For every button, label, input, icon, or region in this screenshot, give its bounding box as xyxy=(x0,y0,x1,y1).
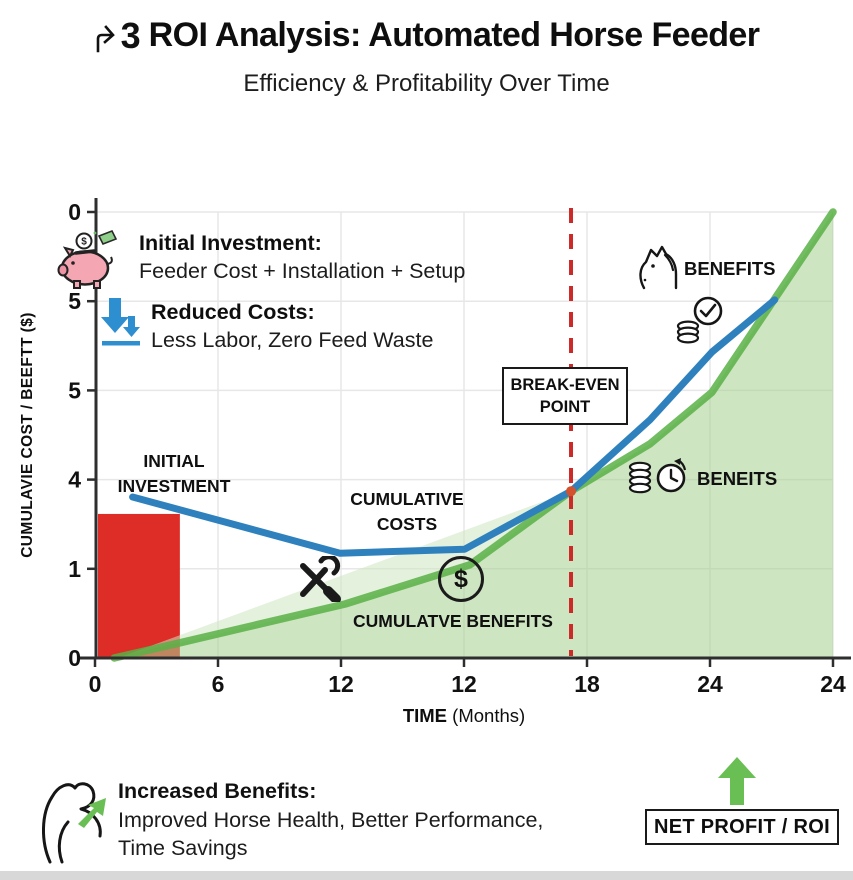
coins-check-icon xyxy=(676,296,723,344)
svg-text:$: $ xyxy=(81,237,87,248)
benefits-line xyxy=(110,208,837,662)
x-tick-label: 6 xyxy=(212,671,225,697)
legend-initial-investment-title: Initial Investment: xyxy=(139,231,322,255)
break-even-box: BREAK-EVEN POINT xyxy=(502,367,628,425)
x-tick-label: 12 xyxy=(451,671,477,697)
down-arrows-icon xyxy=(101,298,140,346)
increased-benefits-desc-1: Improved Horse Health, Better Performanc… xyxy=(118,808,544,832)
legend-initial-investment-desc: Feeder Cost + Installation + Setup xyxy=(139,259,466,283)
y-tick-label: 0 xyxy=(68,199,81,225)
benefits-lower-label: BENEITS xyxy=(697,468,778,489)
horse-icon xyxy=(639,245,678,290)
increased-benefits-title: Increased Benefits: xyxy=(118,779,317,803)
dollar-circle-icon: $ xyxy=(438,556,484,602)
y-tick-label: 1 xyxy=(68,556,81,582)
title-glyph-text: 3 xyxy=(120,14,141,56)
bottom-edge-bar xyxy=(0,871,853,880)
initial-investment-bar xyxy=(97,513,180,658)
x-tick-label: 12 xyxy=(328,671,354,697)
flex-arm-icon xyxy=(42,782,106,864)
y-tick-label: 4 xyxy=(68,467,81,493)
benefits-upper-label: BENEFITS xyxy=(684,258,776,279)
increased-benefits-desc-2: Time Savings xyxy=(118,836,248,860)
up-arrow-icon xyxy=(718,757,756,805)
benefits-area xyxy=(114,212,833,658)
break-even-dot xyxy=(566,486,577,497)
legend-reduced-costs-title: Reduced Costs: xyxy=(151,300,315,324)
cumulative-benefits-label: CUMULATVE BENEFITS xyxy=(353,611,553,631)
x-tick-label: 24 xyxy=(820,671,846,697)
x-tick-label: 0 xyxy=(89,671,102,697)
x-tick-label: 18 xyxy=(574,671,600,697)
initial-investment-label: INITIAL INVESTMENT xyxy=(117,451,231,496)
tools-icon xyxy=(300,556,341,602)
page-title: ROI Analysis: Automated Horse Feeder xyxy=(148,16,760,54)
legend-reduced-costs-desc: Less Labor, Zero Feed Waste xyxy=(151,328,434,352)
piggy-bank-icon: $ xyxy=(57,229,118,289)
x-tick-label: 24 xyxy=(697,671,723,697)
y-tick-label: 0 xyxy=(68,645,81,671)
x-axis-label: TIME (Months) xyxy=(402,705,526,726)
coins-clock-icon xyxy=(628,458,687,494)
y-tick-label: 5 xyxy=(68,288,81,314)
net-profit-box: NET PROFIT / ROI xyxy=(645,809,839,845)
y-tick-label: 5 xyxy=(68,377,81,403)
page-subtitle: Efficiency & Profitability Over Time xyxy=(243,70,610,97)
y-axis-label: CUMULAVIE COST / BEEFTT ($) xyxy=(19,312,36,558)
title-glyph-icon: 3 xyxy=(94,17,141,55)
header: 3 ROI Analysis: Automated Horse Feeder xyxy=(0,16,853,55)
cumulative-costs-label: CUMULATIVE COSTS xyxy=(350,489,464,534)
